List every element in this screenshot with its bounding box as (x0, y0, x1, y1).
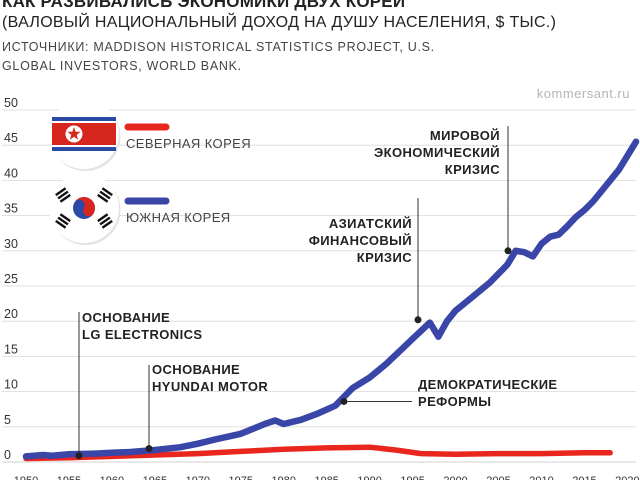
annotation-label: АЗИАТСКИЙ ФИНАНСОВЫЙ КРИЗИС (309, 216, 412, 265)
y-tick-label: 5 (4, 413, 11, 427)
y-tick-label: 30 (4, 237, 18, 251)
annotation-line: МИРОВОЙ (430, 128, 500, 143)
x-tick-label: 1960 (100, 475, 124, 480)
flag-trigram (55, 187, 71, 203)
flag-trigram-bar (97, 213, 109, 223)
y-tick-label: 25 (4, 272, 18, 286)
flag-trigram (97, 213, 113, 229)
flag-taegeuk-red (74, 197, 95, 217)
x-tick-label: 1985 (314, 475, 338, 480)
annotation-line: ЭКОНОМИЧЕСКИЙ (374, 145, 500, 160)
annotation-line: ОСНОВАНИЕ (152, 362, 240, 377)
annotation-label: ДЕМОКРАТИЧЕСКИЕ РЕФОРМЫ (418, 377, 558, 409)
x-tick-label: 1975 (229, 475, 253, 480)
flag-trigram-bar (55, 219, 67, 229)
legend-label: ЮЖНАЯ КОРЕЯ (126, 210, 231, 225)
x-tick-label: 2010 (529, 475, 553, 480)
flag-trigram-bar (57, 216, 69, 226)
annotation-line: АЗИАТСКИЙ (329, 216, 412, 231)
chart-title: КАК РАЗВИВАЛИСЬ ЭКОНОМИКИ ДВУХ КОРЕЙ (2, 0, 406, 11)
x-tick-label: 2005 (486, 475, 510, 480)
annotation-line: ДЕМОКРАТИЧЕСКИЕ (418, 377, 558, 392)
flag-trigram (97, 187, 113, 203)
x-tick-label: 2015 (572, 475, 596, 480)
x-tick-label: 1950 (14, 475, 38, 480)
flag-trigram-bar (59, 193, 71, 203)
flag-trigram-bar (55, 187, 67, 197)
annotation-line: ФИНАНСОВЫЙ (309, 233, 412, 248)
annotation-line: КРИЗИС (357, 250, 412, 265)
annotation-dot (504, 247, 512, 255)
flag-red-star (67, 127, 81, 140)
annotation-label: МИРОВОЙ ЭКОНОМИЧЕСКИЙ КРИЗИС (374, 128, 500, 177)
south-korea-legend-item: ЮЖНАЯ КОРЕЯ (124, 197, 231, 225)
flag-trigram-bar (57, 190, 69, 200)
flag-trigram-bar (59, 213, 71, 223)
annotation-dot (75, 452, 83, 460)
y-tick-label: 0 (4, 448, 11, 462)
y-tick-label: 35 (4, 202, 18, 216)
x-tick-label: 2000 (443, 475, 467, 480)
y-tick-label: 45 (4, 131, 18, 145)
y-tick-label: 15 (4, 342, 18, 356)
north-korea-flag-icon (49, 99, 121, 171)
annotation-dot (340, 397, 348, 405)
y-tick-label: 20 (4, 307, 18, 321)
annotation-label: ОСНОВАНИЕ HYUNDAI MOTOR (152, 362, 268, 394)
flag-trigram-bar (101, 219, 113, 229)
north-korea-legend-item: СЕВЕРНАЯ КОРЕЯ (124, 123, 251, 151)
x-tick-label: 1970 (186, 475, 210, 480)
x-tick-label: 1955 (57, 475, 81, 480)
flag-trigram-bar (97, 193, 109, 203)
flag-trigram (55, 213, 71, 229)
sources-note: ИСТОЧНИКИ: MADDISON HISTORICAL STATISTIC… (2, 40, 435, 73)
flag-trigram-bar (101, 187, 113, 197)
annotation-label: ОСНОВАНИЕ LG ELECTRONICS (82, 310, 202, 342)
y-tick-label: 40 (4, 166, 18, 180)
legend-label: СЕВЕРНАЯ КОРЕЯ (126, 136, 251, 151)
annotation-line: LG ELECTRONICS (82, 327, 202, 342)
brand-watermark: kommersant.ru (536, 86, 630, 101)
x-tick-label: 1990 (357, 475, 381, 480)
annotation-dot (414, 316, 422, 324)
annotation-line: РЕФОРМЫ (418, 394, 491, 409)
flag-trigram-bar (99, 190, 111, 200)
y-tick-label: 10 (4, 378, 18, 392)
x-tick-label: 1965 (143, 475, 167, 480)
south-korea-series-line (22, 138, 640, 460)
annotation-line: HYUNDAI MOTOR (152, 379, 268, 394)
flag-red-band (52, 123, 116, 145)
x-tick-label: 1995 (400, 475, 424, 480)
flag-trigram-bar (99, 216, 111, 226)
chart-subtitle: (ВАЛОВЫЙ НАЦИОНАЛЬНЫЙ ДОХОД НА ДУШУ НАСЕ… (2, 14, 557, 31)
south-korea-flag-icon (49, 173, 121, 245)
north-korea-series-line (23, 444, 613, 462)
annotation-dot (145, 445, 153, 453)
annotation-line: КРИЗИС (445, 162, 500, 177)
annotation-line: ОСНОВАНИЕ (82, 310, 170, 325)
x-tick-label: 2020 (615, 475, 639, 480)
y-tick-label: 50 (4, 96, 18, 110)
x-tick-label: 1980 (272, 475, 296, 480)
